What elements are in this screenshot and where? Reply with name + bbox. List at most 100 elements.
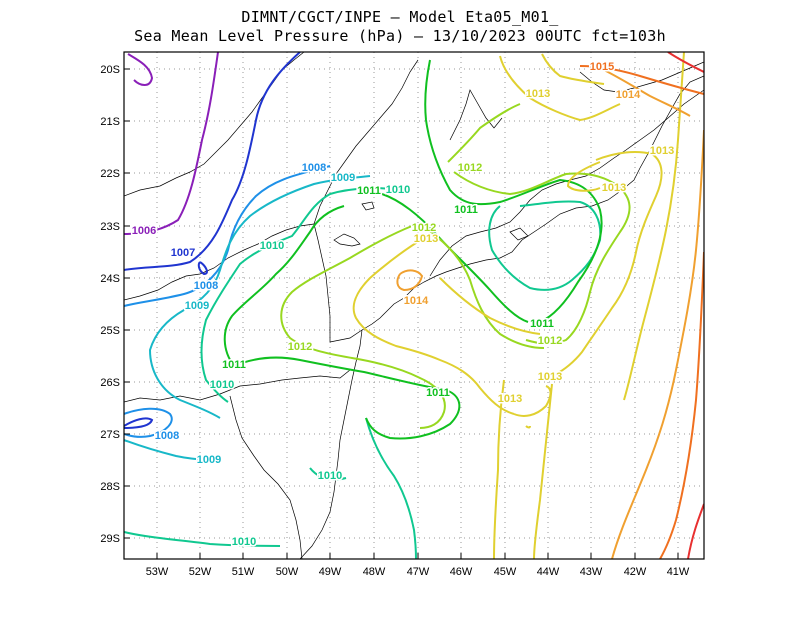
lon-tick-label: 43W [580,566,603,578]
isobar-1010-b [124,531,281,547]
isobar-1013-e [439,277,541,335]
isobar-label-1013: 1013 [538,371,562,383]
state-border-1 [124,369,351,403]
isobar-1011-b [381,193,529,323]
isobar-1008-a [124,165,331,307]
island-1 [361,201,375,211]
coastline [329,75,704,343]
isobar-label-1011: 1011 [530,318,554,330]
lon-tick-label: 47W [407,566,430,578]
river-1 [449,89,503,141]
isobar-1012-a [280,225,446,429]
isobar-1013-d [555,151,663,375]
isobar-label-1013: 1013 [526,88,550,100]
isobar-1010-d [365,417,417,559]
state-border-3 [124,223,315,301]
lat-tick-label: 20S [100,64,120,76]
lat-tick-label: 27S [100,429,120,441]
isobar-label-1008: 1008 [194,280,218,292]
isobar-1011-d [233,356,461,440]
isobar-label-1006: 1006 [132,225,156,237]
isobar-1007-b [197,261,208,276]
lon-tick-label: 50W [276,566,299,578]
isobar-label-1010: 1010 [386,184,410,196]
isobar-1014-a [396,269,424,292]
isobars [124,52,704,559]
isobar-1009-a [148,175,371,419]
isobar-1013-c [541,53,605,85]
lat-tick-label: 28S [100,481,120,493]
isobar-1013-a [352,237,515,415]
isobar-1013-b [499,55,621,122]
isobar-label-1013: 1013 [414,233,438,245]
isobar-1013-g [525,425,531,429]
lon-tick-label: 42W [624,566,647,578]
lon-tick-label: 48W [363,566,386,578]
isobar-label-1010: 1010 [210,379,234,391]
isobar-label-1010: 1010 [318,470,342,482]
map-background [124,52,704,559]
isobar-label-1014: 1014 [616,89,641,101]
isobar-1009-b [124,439,215,461]
isobar-label-1012: 1012 [288,341,312,353]
lon-tick-label: 45W [494,566,517,578]
isobar-1015-b [659,251,704,559]
isobar-1006-a [127,53,154,86]
isobar-label-1011: 1011 [222,359,246,371]
lon-tick-label: 52W [189,566,212,578]
isobar-label-1011: 1011 [426,387,450,399]
isobar-1008-b [124,407,173,438]
lat-tick-label: 29S [100,533,120,545]
map-title-line-1: DIMNT/CGCT/INPE — Model Eta05_M01_ [241,8,559,26]
lon-tick-label: 46W [450,566,473,578]
south-coast [299,329,363,559]
isobar-label-1012: 1012 [458,162,482,174]
isobar-1013-j [493,379,505,559]
isobar-label-1011: 1011 [357,185,381,197]
island-2 [509,227,529,241]
isobar-label-1015: 1015 [590,61,614,73]
map-frame [123,51,705,560]
isobar-1014-c [611,129,704,559]
lat-tick-label: 21S [100,116,120,128]
isobar-1010-e [309,467,347,481]
coastline-and-borders [124,52,704,559]
isobar-label-1009: 1009 [185,300,209,312]
lon-tick-label: 44W [537,566,560,578]
isobar-1014-b [603,69,691,117]
isobar-1013-k [533,383,553,559]
isobar-label-1008: 1008 [302,162,326,174]
lat-tick-label: 22S [100,168,120,180]
isobar-1013-f [513,385,552,417]
isobar-label-1010: 1010 [260,240,284,252]
isobar-1006-b [124,52,219,235]
lat-tick-label: 26S [100,377,120,389]
isobar-label-1008: 1008 [155,430,179,442]
isobar-1012-d [427,229,545,349]
lat-tick-label: 24S [100,273,120,285]
isobar-label-1013: 1013 [650,145,674,157]
lat-tick-label: 23S [100,221,120,233]
isobar-1007-c [124,417,154,429]
isobar-label-1013: 1013 [498,393,522,405]
isobar-label-1010: 1010 [232,536,256,548]
isobar-1007-a [124,52,301,271]
isobar-1016-b [687,503,704,559]
isobar-1012-b [447,103,521,163]
lon-tick-label: 49W [319,566,342,578]
isobar-label-1009: 1009 [331,172,355,184]
isobar-1010-a [200,187,407,403]
lon-tick-label: 53W [146,566,169,578]
isobar-1015-a [579,65,704,95]
state-border-5 [313,223,331,342]
isobar-1011-c [223,205,345,367]
isobar-label-1012: 1012 [412,222,436,234]
isobar-label-1007: 1007 [171,247,195,259]
isobar-1016-a [667,52,704,73]
isobar-labels: 1006 1007 1008 1008 1008 1009 1009 1009 1010 1010… [130,60,675,550]
isobar-label-1009: 1009 [197,454,221,466]
isobar-1011-a [424,59,603,323]
isobar-1013-i [623,52,685,401]
state-border-7 [429,89,704,277]
isobar-label-1013: 1013 [602,182,626,194]
